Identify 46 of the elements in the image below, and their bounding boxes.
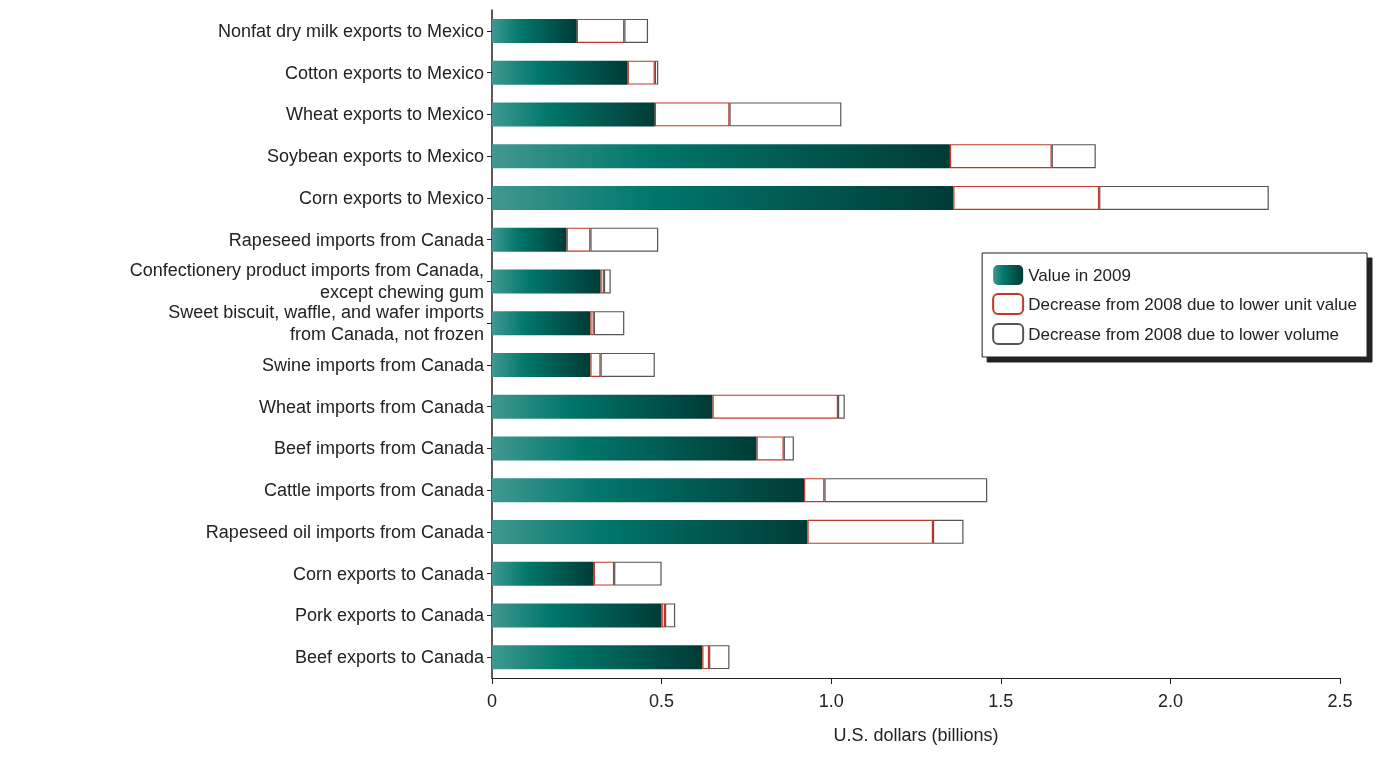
y-tick-label: Corn exports to Canada [292, 563, 485, 584]
y-tick-label: Cotton exports to Mexico [284, 62, 484, 83]
bar [492, 603, 662, 628]
x-tick-label: 0 [486, 691, 498, 711]
bar [492, 227, 567, 252]
y-tick-label: Cattle imports from Canada [263, 480, 485, 501]
bar [492, 18, 577, 43]
bar [492, 394, 713, 419]
y-tick-label: Beef exports to Canada [294, 647, 485, 668]
y-tick-label: Nonfat dry milk exports to Mexico [217, 20, 484, 41]
bar [492, 352, 591, 377]
y-tick-label: Sweet biscuit, waffle, and wafer imports from Canada, not frozen [168, 302, 484, 345]
bar [492, 102, 655, 127]
x-tick-label: 1.0 [818, 691, 844, 711]
y-tick-label: Corn exports to Mexico [298, 187, 484, 208]
x-tick-label: 0.5 [649, 691, 675, 711]
y-tick-label: Pork exports to Canada [294, 605, 485, 626]
bar [593, 311, 625, 336]
bar [492, 519, 808, 544]
x-tick-label: 2.0 [1157, 691, 1183, 711]
y-tick-label: Wheat imports from Canada [258, 396, 485, 417]
x-axis-title: U.S. dollars (billions) [833, 725, 999, 745]
bar [492, 144, 950, 169]
y-tick-label: Beef imports from Canada [273, 438, 485, 459]
bar [492, 60, 628, 85]
y-tick-label: Rapeseed imports from Canada [228, 229, 485, 250]
bar [492, 645, 703, 670]
bar [492, 436, 757, 461]
bar [664, 603, 676, 628]
y-tick-label: Wheat exports to Mexico [285, 104, 484, 125]
legend-label: Decrease from 2008 due to lower volume [1028, 324, 1340, 344]
bar [603, 269, 611, 294]
x-tick-label: 1.5 [988, 691, 1014, 711]
bar [492, 478, 805, 503]
bar [627, 60, 655, 85]
y-tick-label: Swine imports from Canada [261, 354, 485, 375]
x-tick-label: 2.5 [1327, 691, 1353, 711]
bar [492, 311, 591, 336]
y-tick-label: Rapeseed oil imports from Canada [205, 521, 485, 542]
y-tick-label: Soybean exports to Mexico [266, 146, 484, 167]
legend-label: Decrease from 2008 due to lower unit value [1028, 294, 1358, 314]
legend-label: Value in 2009 [1028, 265, 1131, 285]
bar [492, 561, 594, 586]
y-tick-label: Confectionery product imports from Canada, except chewing gum [129, 260, 484, 303]
bar [492, 269, 601, 294]
bar [492, 185, 954, 210]
